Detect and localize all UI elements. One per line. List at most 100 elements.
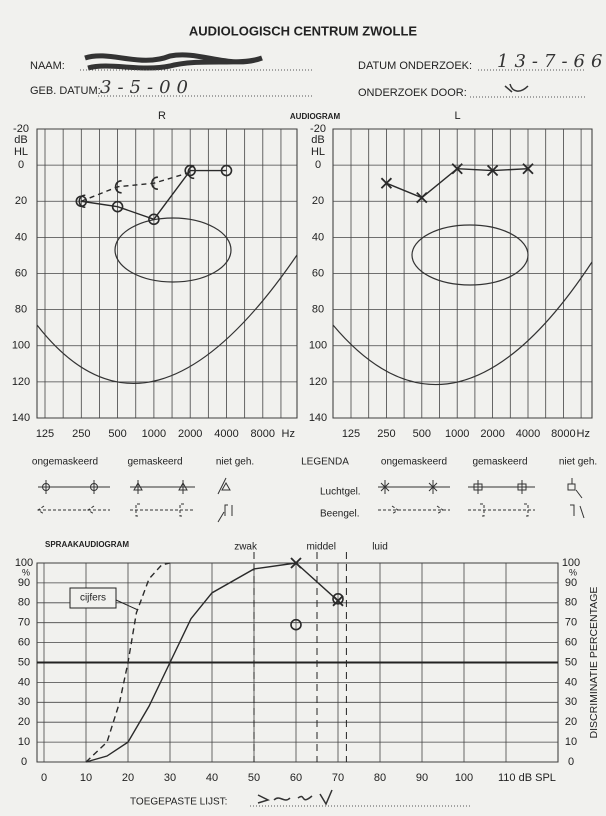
x-tick-label: 125 <box>36 428 54 440</box>
zone-label: middel <box>306 542 335 553</box>
y-tick-label: 60 <box>15 267 27 279</box>
audiogram-form: AUDIOLOGISCH CENTRUM ZWOLLE NAAM: GEB. D… <box>0 0 606 816</box>
y-tick-label: 100 <box>309 340 327 352</box>
footer-label: TOEGEPASTE LIJST: <box>130 797 227 808</box>
x-tick-label: 30 <box>164 772 176 784</box>
y2-tick-label: 30 <box>565 696 577 708</box>
y2-tick-label: 70 <box>565 617 577 629</box>
x-tick-label: 1000 <box>142 428 166 440</box>
y-tick-label: 140 <box>309 412 327 424</box>
y-tick-label: 20 <box>15 195 27 207</box>
y-tick-label: 60 <box>18 637 30 649</box>
x-tick-label: 500 <box>413 428 431 440</box>
legend-column: niet geh. <box>559 457 597 468</box>
y-tick-label: 120 <box>12 376 30 388</box>
y2-tick-label: 90 <box>565 577 577 589</box>
x-tick-label: 20 <box>122 772 134 784</box>
x-tick-label: 50 <box>248 772 260 784</box>
y-tick-label: 10 <box>18 736 30 748</box>
examiner-label: ONDERZOEK DOOR: <box>358 87 467 99</box>
y-tick-label: 100 <box>12 340 30 352</box>
x-tick-label: 8000 <box>551 428 575 440</box>
legend-column: ongemaskeerd <box>381 457 447 468</box>
x-tick-label: 0 <box>41 772 47 784</box>
x-tick-label: 8000 <box>251 428 275 440</box>
x-tick-label: 250 <box>72 428 90 440</box>
y2-tick-label: 0 <box>568 756 574 768</box>
y2-tick-label: 60 <box>565 637 577 649</box>
x-tick-label: 70 <box>332 772 344 784</box>
zone-label: luid <box>372 542 388 553</box>
x-unit: Hz <box>282 428 295 440</box>
y2-axis-label: DISCRIMINATIE PERCENTAGE <box>588 587 600 739</box>
y-tick-label: 20 <box>312 195 324 207</box>
legend-column: niet geh. <box>216 457 254 468</box>
y2-tick-label: 20 <box>565 716 577 728</box>
x-tick-label: 500 <box>108 428 126 440</box>
y-axis-label: HL <box>311 146 325 158</box>
y2-tick-label: 10 <box>565 736 577 748</box>
x-tick-label: 100 <box>455 772 473 784</box>
y-tick-label: 0 <box>315 159 321 171</box>
y-tick-label: -20 <box>310 123 326 135</box>
x-unit: Hz <box>577 428 590 440</box>
y-tick-label: 40 <box>312 231 324 243</box>
date-label: DATUM ONDERZOEK: <box>358 60 472 72</box>
legend-title: LEGENDA <box>301 457 349 468</box>
y-axis-label: dB <box>311 134 324 146</box>
x-tick-label: 90 <box>416 772 428 784</box>
y2-tick-label: 40 <box>565 676 577 688</box>
y-tick-label: 40 <box>18 676 30 688</box>
y-tick-label: 50 <box>18 656 30 668</box>
legend-column: ongemaskeerd <box>32 457 98 468</box>
birth-label: GEB. DATUM: <box>30 85 101 97</box>
y-tick-label: 20 <box>18 716 30 728</box>
x-tick-label: 80 <box>374 772 386 784</box>
x-tick-label: 40 <box>206 772 218 784</box>
x-tick-label: 2000 <box>480 428 504 440</box>
chart-title: L <box>454 110 460 122</box>
y-axis-label: HL <box>14 146 28 158</box>
annotation: cijfers <box>80 593 106 604</box>
y-tick-label: 40 <box>15 231 27 243</box>
y-tick-label: 140 <box>12 412 30 424</box>
form-title: AUDIOLOGISCH CENTRUM ZWOLLE <box>189 23 418 38</box>
y-tick-label: 60 <box>312 267 324 279</box>
legend-column: gemaskeerd <box>127 457 182 468</box>
y-tick-label: 90 <box>18 577 30 589</box>
x-tick-label: 10 <box>80 772 92 784</box>
zone-label: zwak <box>234 542 258 553</box>
y-tick-label: 30 <box>18 696 30 708</box>
y-tick-label: 80 <box>15 304 27 316</box>
y-tick-label: -20 <box>13 123 29 135</box>
y-tick-label: 80 <box>312 304 324 316</box>
y-axis-label: dB <box>14 134 27 146</box>
x-tick-label: 110 dB SPL <box>498 772 556 784</box>
date-value: 13-7-66 <box>497 51 606 72</box>
x-tick-label: 1000 <box>445 428 469 440</box>
x-tick-label: 4000 <box>214 428 238 440</box>
y-tick-label: 80 <box>18 597 30 609</box>
x-tick-label: 125 <box>342 428 360 440</box>
y-tick-label: 120 <box>309 376 327 388</box>
legend-row: Beengel. <box>320 509 359 520</box>
y2-tick-label: 80 <box>565 597 577 609</box>
y2-tick-label: 50 <box>565 656 577 668</box>
chart-title: R <box>158 110 166 122</box>
section-label: AUDIOGRAM <box>290 112 341 121</box>
y-tick-label: 70 <box>18 617 30 629</box>
legend-row: Luchtgel. <box>320 487 361 498</box>
x-tick-label: 4000 <box>516 428 540 440</box>
y-tick-label: 0 <box>21 756 27 768</box>
y2-unit: % <box>569 567 577 577</box>
x-tick-label: 250 <box>377 428 395 440</box>
x-tick-label: 2000 <box>178 428 202 440</box>
x-tick-label: 60 <box>290 772 302 784</box>
y-unit: % <box>22 567 30 577</box>
chart-title: SPRAAKAUDIOGRAM <box>45 540 129 549</box>
name-label: NAAM: <box>30 60 65 72</box>
birth-value: 3-5-00 <box>100 77 194 98</box>
legend-column: gemaskeerd <box>472 457 527 468</box>
y-tick-label: 0 <box>18 159 24 171</box>
paper <box>0 0 606 816</box>
